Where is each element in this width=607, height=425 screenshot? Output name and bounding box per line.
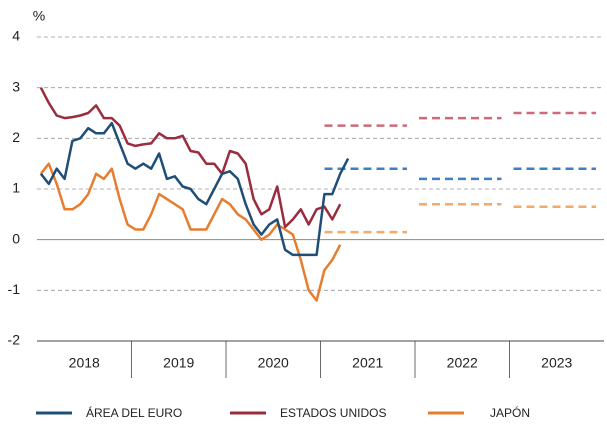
x-tick-label: 2022 (447, 355, 478, 371)
y-tick-label: -1 (8, 281, 21, 297)
y-tick-label: 1 (12, 180, 20, 196)
y-tick-label: 3 (12, 78, 20, 94)
y-tick-label: 2 (12, 129, 20, 145)
x-tick-label: 2020 (258, 355, 289, 371)
legend-label: ÁREA DEL EURO (86, 405, 182, 420)
series-line (39, 87, 342, 229)
y-axis-label: % (33, 8, 45, 24)
series-line (39, 121, 350, 257)
x-tick-label: 2019 (163, 355, 194, 371)
x-tick-label: 2023 (541, 355, 572, 371)
y-tick-label: 0 (12, 230, 20, 246)
legend-label: ESTADOS UNIDOS (280, 406, 386, 420)
legend-label: JAPÓN (490, 405, 530, 420)
y-tick-label: -2 (8, 332, 21, 348)
y-tick-label: 4 (12, 28, 20, 44)
x-tick-label: 2018 (69, 355, 100, 371)
series-line (39, 162, 342, 302)
x-tick-label: 2021 (352, 355, 383, 371)
